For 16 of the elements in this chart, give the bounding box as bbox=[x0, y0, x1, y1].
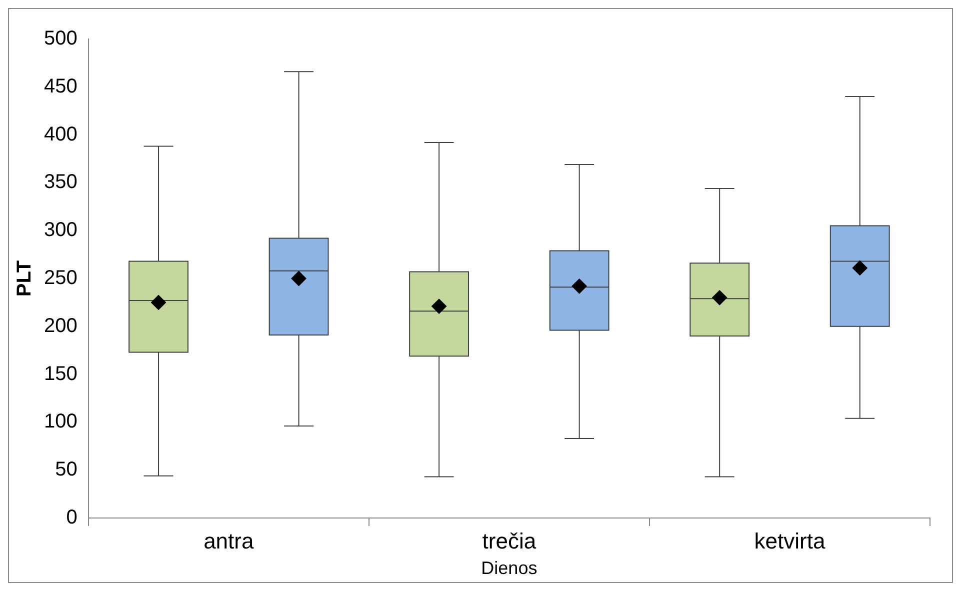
y-tick-label: 250 bbox=[44, 267, 78, 290]
y-tick-label: 400 bbox=[44, 123, 78, 146]
x-axis-title: Dienos bbox=[481, 558, 538, 578]
x-tick-label: ketvirta bbox=[754, 528, 826, 554]
y-axis-title: PLT bbox=[14, 260, 36, 297]
y-tick-label: 300 bbox=[44, 219, 78, 242]
y-tick-label: 0 bbox=[66, 506, 78, 529]
y-tick-label: 350 bbox=[44, 171, 78, 194]
y-tick-label: 500 bbox=[44, 28, 78, 50]
x-tick-label: antra bbox=[204, 528, 254, 554]
y-tick-label: 100 bbox=[44, 410, 78, 433]
y-tick-label: 450 bbox=[44, 75, 78, 98]
y-tick-label: 50 bbox=[55, 458, 78, 481]
y-tick-label: 200 bbox=[44, 314, 78, 337]
y-tick-label: 150 bbox=[44, 362, 78, 385]
x-tick-label: trečia bbox=[482, 528, 537, 554]
